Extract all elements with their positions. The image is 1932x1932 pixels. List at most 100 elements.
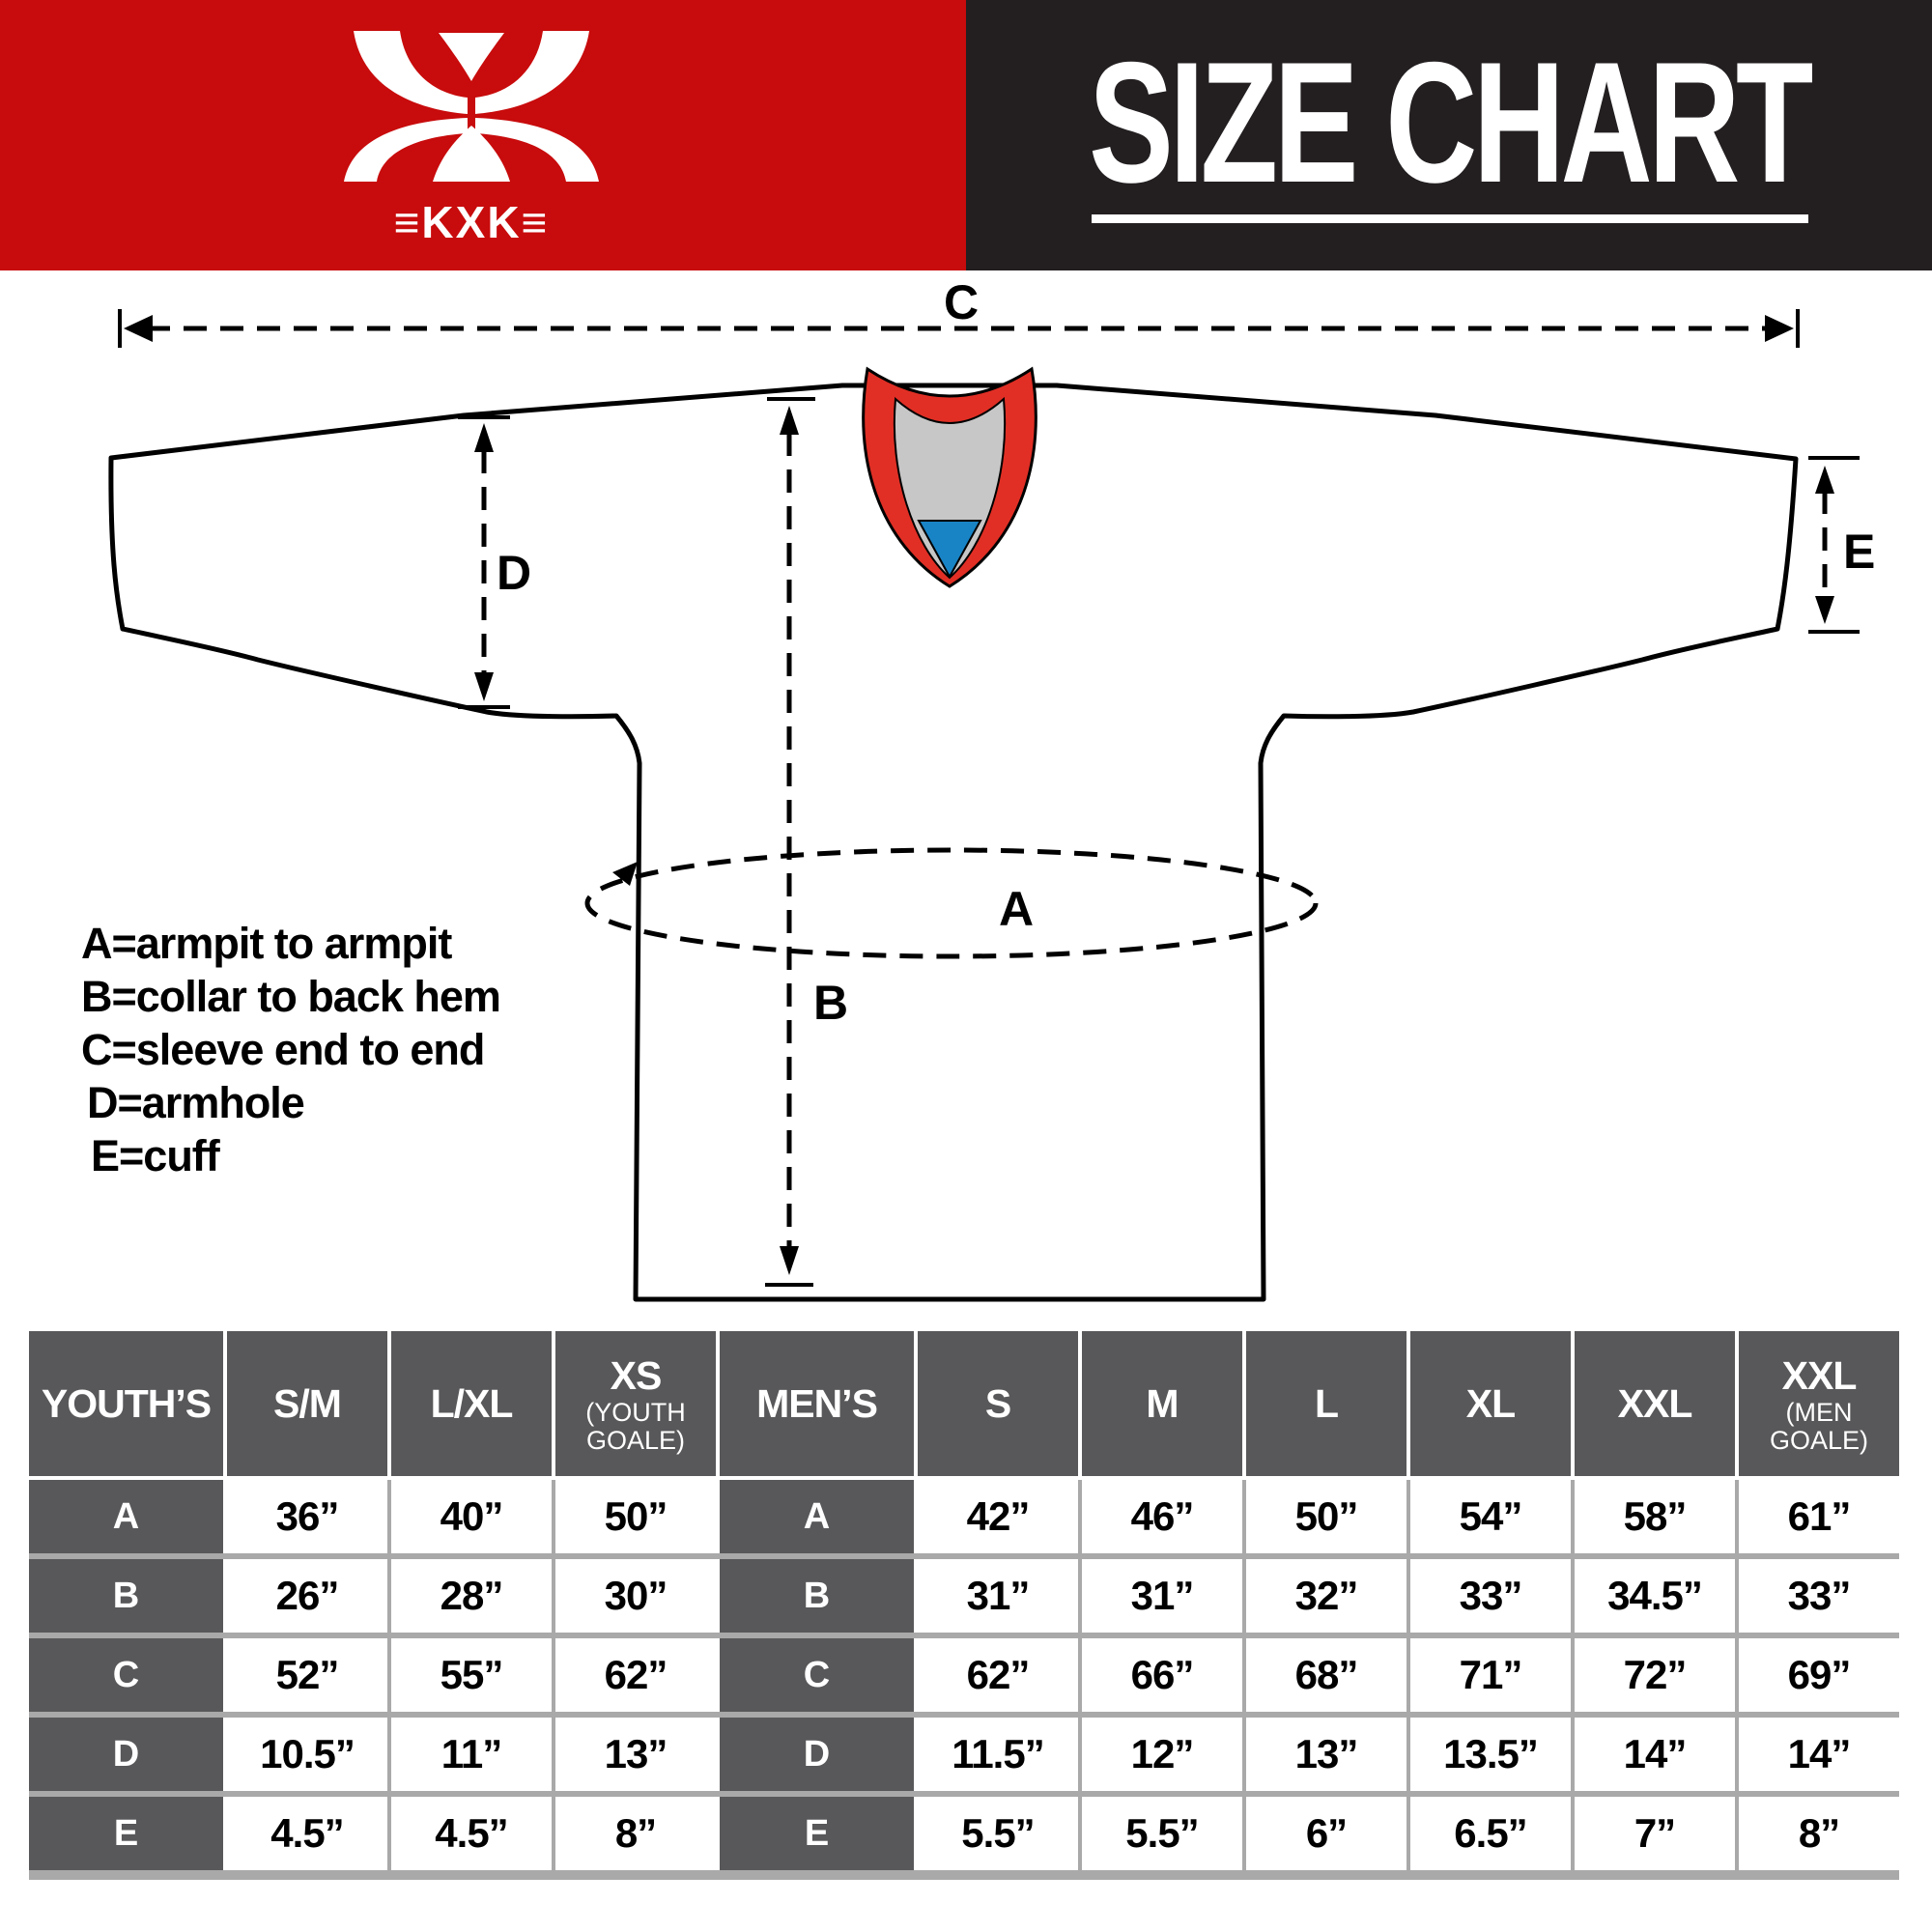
brand-text: ≡KXK≡ bbox=[394, 197, 550, 247]
size-cell: 6” bbox=[1246, 1797, 1406, 1870]
row-label: E bbox=[29, 1797, 223, 1870]
size-cell: 42” bbox=[918, 1480, 1078, 1553]
header-label: XS bbox=[610, 1352, 663, 1398]
size-cell: 10.5” bbox=[227, 1718, 387, 1791]
size-cell: 54” bbox=[1410, 1480, 1571, 1553]
legend-line-c: C=sleeve end to end bbox=[81, 1025, 484, 1074]
header-sublabel: (MEN GOALE) bbox=[1769, 1397, 1869, 1455]
size-cell: 7” bbox=[1575, 1797, 1735, 1870]
row-separator bbox=[29, 1553, 1899, 1559]
size-cell: 13” bbox=[555, 1718, 716, 1791]
legend-line-a: A=armpit to armpit bbox=[81, 919, 452, 968]
size-table: YOUTH’S S/M L/XL XS (YOUTH GOALE) MEN’S S… bbox=[29, 1331, 1899, 1880]
collar-gray-inner bbox=[893, 396, 1007, 580]
table-header-sm: S/M bbox=[227, 1331, 387, 1476]
measure-label-d: D bbox=[497, 546, 531, 600]
table-row: E 4.5” 4.5” 8” E 5.5” 5.5” 6” 6.5” 7” 8” bbox=[29, 1797, 1899, 1870]
table-header-youth: YOUTH’S bbox=[29, 1331, 223, 1476]
table-row: C 52” 55” 62” C 62” 66” 68” 71” 72” 69” bbox=[29, 1638, 1899, 1712]
collar bbox=[862, 366, 1037, 588]
header-label: S bbox=[984, 1380, 1011, 1426]
row-label: D bbox=[29, 1718, 223, 1791]
table-header-xl: XL bbox=[1410, 1331, 1571, 1476]
table-header-mens: MEN’S bbox=[720, 1331, 914, 1476]
measure-arrow-b: B bbox=[765, 397, 848, 1287]
size-cell: 8” bbox=[555, 1797, 716, 1870]
measure-label-c: C bbox=[944, 275, 979, 329]
header-label: L/XL bbox=[430, 1380, 514, 1426]
size-cell: 50” bbox=[1246, 1480, 1406, 1553]
row-label: C bbox=[720, 1638, 914, 1712]
measure-label-a: A bbox=[999, 882, 1034, 936]
size-cell: 31” bbox=[1082, 1559, 1242, 1633]
row-label: B bbox=[720, 1559, 914, 1633]
table-header-xxl: XXL bbox=[1575, 1331, 1735, 1476]
legend-line-d: D=armhole bbox=[87, 1078, 304, 1127]
row-label: E bbox=[720, 1797, 914, 1870]
size-cell: 31” bbox=[918, 1559, 1078, 1633]
header-label: MEN’S bbox=[756, 1380, 878, 1426]
row-label: A bbox=[720, 1480, 914, 1553]
size-cell: 62” bbox=[555, 1638, 716, 1712]
table-header-m: M bbox=[1082, 1331, 1242, 1476]
header-label: XXL bbox=[1617, 1380, 1693, 1426]
size-cell: 14” bbox=[1739, 1718, 1899, 1791]
size-cell: 33” bbox=[1739, 1559, 1899, 1633]
measure-arrow-d: D bbox=[458, 415, 531, 709]
size-cell: 14” bbox=[1575, 1718, 1735, 1791]
size-cell: 4.5” bbox=[227, 1797, 387, 1870]
size-cell: 11” bbox=[391, 1718, 552, 1791]
size-cell: 32” bbox=[1246, 1559, 1406, 1633]
table-header-xs-goalie: XS (YOUTH GOALE) bbox=[555, 1331, 716, 1476]
size-cell: 13.5” bbox=[1410, 1718, 1571, 1791]
size-cell: 36” bbox=[227, 1480, 387, 1553]
row-label: C bbox=[29, 1638, 223, 1712]
size-cell: 6.5” bbox=[1410, 1797, 1571, 1870]
header-label: YOUTH’S bbox=[41, 1380, 212, 1426]
measure-legend: A=armpit to armpit B=collar to back hem … bbox=[81, 919, 501, 1180]
legend-line-b: B=collar to back hem bbox=[81, 972, 500, 1021]
size-cell: 28” bbox=[391, 1559, 552, 1633]
size-cell: 34.5” bbox=[1575, 1559, 1735, 1633]
jersey-diagram: C D B bbox=[81, 275, 1875, 1302]
row-separator bbox=[29, 1791, 1899, 1797]
measure-label-e: E bbox=[1843, 525, 1875, 579]
page-title: SIZE CHART bbox=[1089, 25, 1813, 218]
size-cell: 12” bbox=[1082, 1718, 1242, 1791]
jersey-outline bbox=[108, 383, 1799, 1302]
row-separator bbox=[29, 1633, 1899, 1638]
size-cell: 5.5” bbox=[1082, 1797, 1242, 1870]
table-header-lxl: L/XL bbox=[391, 1331, 552, 1476]
size-cell: 13” bbox=[1246, 1718, 1406, 1791]
row-separator bbox=[29, 1712, 1899, 1718]
table-bottom-border bbox=[29, 1870, 1899, 1880]
measure-arrow-e: E bbox=[1808, 456, 1875, 634]
size-cell: 71” bbox=[1410, 1638, 1571, 1712]
kxk-logo-icon: ≡KXK≡ bbox=[344, 31, 599, 247]
table-header-l: L bbox=[1246, 1331, 1406, 1476]
header-sublabel: (YOUTH GOALE) bbox=[585, 1397, 686, 1455]
size-cell: 33” bbox=[1410, 1559, 1571, 1633]
measure-label-b: B bbox=[813, 976, 848, 1030]
header-label: XXL bbox=[1781, 1352, 1858, 1398]
size-cell: 61” bbox=[1739, 1480, 1899, 1553]
size-cell: 26” bbox=[227, 1559, 387, 1633]
size-cell: 50” bbox=[555, 1480, 716, 1553]
row-label: A bbox=[29, 1480, 223, 1553]
size-cell: 52” bbox=[227, 1638, 387, 1712]
table-row: A 36” 40” 50” A 42” 46” 50” 54” 58” 61” bbox=[29, 1480, 1899, 1553]
header-label: XL bbox=[1465, 1380, 1516, 1426]
size-cell: 30” bbox=[555, 1559, 716, 1633]
table-row: B 26” 28” 30” B 31” 31” 32” 33” 34.5” 33… bbox=[29, 1559, 1899, 1633]
legend-line-e: E=cuff bbox=[91, 1131, 221, 1180]
table-header-xxl-goalie: XXL (MEN GOALE) bbox=[1739, 1331, 1899, 1476]
size-cell: 69” bbox=[1739, 1638, 1899, 1712]
size-cell: 11.5” bbox=[918, 1718, 1078, 1791]
header-label: L bbox=[1314, 1380, 1339, 1426]
measure-arrow-a: A bbox=[584, 847, 1319, 959]
header-dark-panel: SIZE CHART bbox=[966, 0, 1932, 270]
table-header-row: YOUTH’S S/M L/XL XS (YOUTH GOALE) MEN’S S… bbox=[29, 1331, 1899, 1476]
size-cell: 58” bbox=[1575, 1480, 1735, 1553]
header-label: S/M bbox=[273, 1380, 342, 1426]
